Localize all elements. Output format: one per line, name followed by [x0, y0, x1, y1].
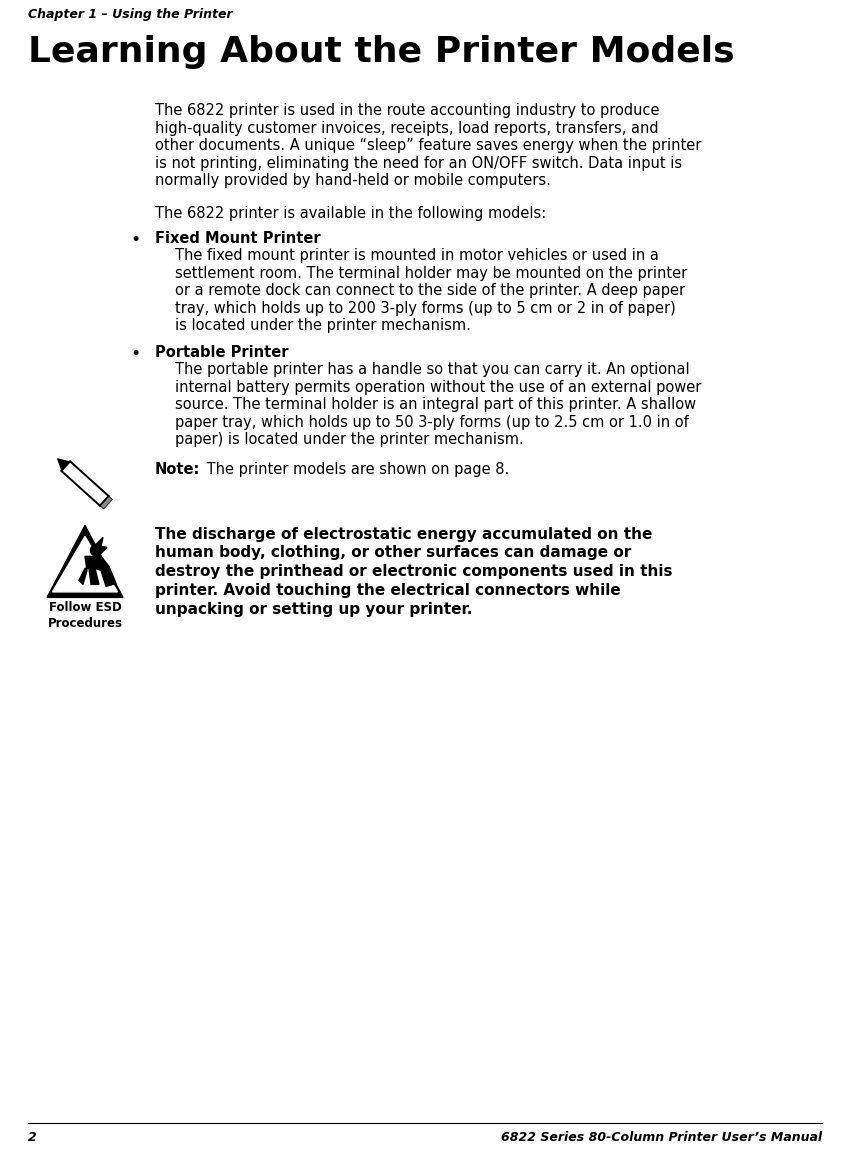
Text: high-quality customer invoices, receipts, load reports, transfers, and: high-quality customer invoices, receipts… — [155, 120, 659, 135]
Text: source. The terminal holder is an integral part of this printer. A shallow: source. The terminal holder is an integr… — [175, 397, 696, 412]
Text: 2: 2 — [28, 1131, 37, 1144]
Text: Fixed Mount Printer: Fixed Mount Printer — [155, 231, 320, 246]
Text: unpacking or setting up your printer.: unpacking or setting up your printer. — [155, 602, 473, 617]
Text: settlement room. The terminal holder may be mounted on the printer: settlement room. The terminal holder may… — [175, 266, 688, 281]
Text: paper tray, which holds up to 50 3-ply forms (up to 2.5 cm or 1.0 in of: paper tray, which holds up to 50 3-ply f… — [175, 415, 689, 430]
Text: The printer models are shown on page 8.: The printer models are shown on page 8. — [202, 461, 509, 476]
Circle shape — [90, 545, 101, 556]
Text: 6822 Series 80-Column Printer User’s Manual: 6822 Series 80-Column Printer User’s Man… — [501, 1131, 822, 1144]
Text: Chapter 1 – Using the Printer: Chapter 1 – Using the Printer — [28, 8, 233, 21]
Text: Portable Printer: Portable Printer — [155, 345, 288, 360]
Text: or a remote dock can connect to the side of the printer. A deep paper: or a remote dock can connect to the side… — [175, 283, 685, 298]
Text: The 6822 printer is used in the route accounting industry to produce: The 6822 printer is used in the route ac… — [155, 103, 660, 118]
Polygon shape — [79, 557, 116, 586]
Polygon shape — [57, 458, 70, 471]
Polygon shape — [47, 525, 123, 598]
Text: destroy the printhead or electronic components used in this: destroy the printhead or electronic comp… — [155, 564, 672, 579]
Polygon shape — [100, 496, 112, 509]
Text: internal battery permits operation without the use of an external power: internal battery permits operation witho… — [175, 380, 701, 395]
Text: •: • — [130, 231, 140, 248]
Text: The 6822 printer is available in the following models:: The 6822 printer is available in the fol… — [155, 205, 547, 220]
Text: The portable printer has a handle so that you can carry it. An optional: The portable printer has a handle so tha… — [175, 362, 689, 377]
Text: normally provided by hand-held or mobile computers.: normally provided by hand-held or mobile… — [155, 172, 551, 188]
Text: Note:: Note: — [155, 461, 201, 476]
Text: Learning About the Printer Models: Learning About the Printer Models — [28, 35, 734, 69]
Text: •: • — [130, 345, 140, 362]
Text: is not printing, eliminating the need for an ON/OFF switch. Data input is: is not printing, eliminating the need fo… — [155, 155, 682, 170]
Text: printer. Avoid touching the electrical connectors while: printer. Avoid touching the electrical c… — [155, 584, 620, 598]
Text: tray, which holds up to 200 3-ply forms (up to 5 cm or 2 in of paper): tray, which holds up to 200 3-ply forms … — [175, 301, 676, 316]
Text: other documents. A unique “sleep” feature saves energy when the printer: other documents. A unique “sleep” featur… — [155, 137, 701, 153]
Text: Procedures: Procedures — [48, 617, 122, 630]
Text: human body, clothing, or other surfaces can damage or: human body, clothing, or other surfaces … — [155, 545, 632, 560]
Text: is located under the printer mechanism.: is located under the printer mechanism. — [175, 318, 471, 333]
Polygon shape — [95, 537, 107, 556]
Text: Follow ESD: Follow ESD — [48, 601, 122, 614]
Text: The discharge of electrostatic energy accumulated on the: The discharge of electrostatic energy ac… — [155, 527, 653, 542]
Text: The fixed mount printer is mounted in motor vehicles or used in a: The fixed mount printer is mounted in mo… — [175, 248, 659, 263]
Polygon shape — [53, 536, 117, 592]
Text: paper) is located under the printer mechanism.: paper) is located under the printer mech… — [175, 432, 524, 447]
